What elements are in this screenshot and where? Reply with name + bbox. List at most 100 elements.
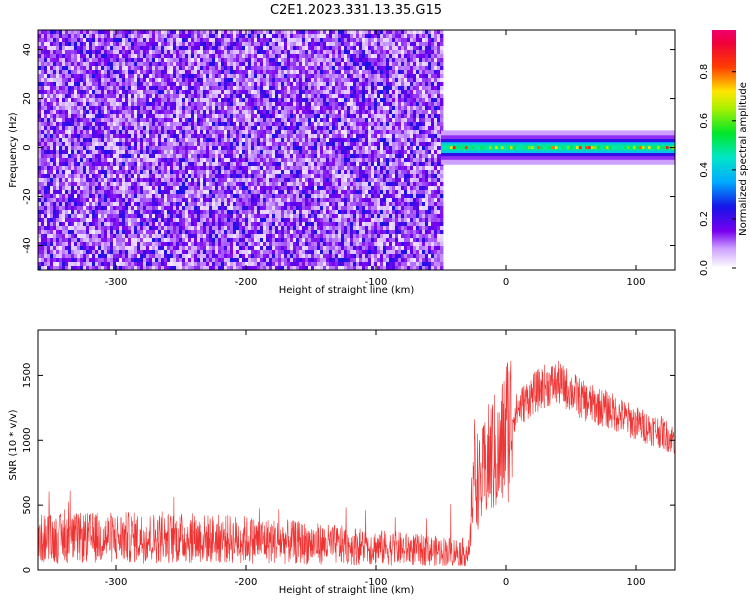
- heatmap-cell: [179, 198, 183, 203]
- heatmap-cell: [62, 82, 66, 87]
- heatmap-cell: [176, 262, 180, 267]
- heatmap-cell: [179, 194, 183, 199]
- heatmap-cell: [161, 230, 165, 235]
- heatmap-cell: [149, 50, 153, 55]
- heatmap-cell: [113, 262, 117, 267]
- heatmap-cell: [98, 234, 102, 239]
- heatmap-cell: [89, 106, 93, 111]
- heatmap-cell: [191, 34, 195, 39]
- heatmap-cell: [137, 106, 141, 111]
- heatmap-cell: [215, 162, 219, 167]
- heatmap-cell: [194, 130, 198, 135]
- heatmap-cell: [74, 218, 78, 223]
- heatmap-cell: [266, 254, 270, 259]
- heatmap-cell: [101, 170, 105, 175]
- heatmap-cell: [182, 82, 186, 87]
- heatmap-cell: [254, 70, 258, 75]
- heatmap-cell: [230, 190, 234, 195]
- heatmap-cell: [245, 78, 249, 83]
- heatmap-cell: [107, 214, 111, 219]
- heatmap-cell: [257, 194, 261, 199]
- heatmap-cell: [155, 250, 159, 255]
- heatmap-cell: [77, 90, 81, 95]
- heatmap-cell: [257, 254, 261, 259]
- heatmap-cell: [158, 174, 162, 179]
- heatmap-cell: [95, 222, 99, 227]
- heatmap-cell: [197, 126, 201, 131]
- heatmap-cell: [206, 114, 210, 119]
- heatmap-cell: [236, 258, 240, 263]
- heatmap-cell: [119, 150, 123, 155]
- heatmap-cell: [125, 170, 129, 175]
- heatmap-cell: [200, 94, 204, 99]
- heatmap-cell: [257, 170, 261, 175]
- heatmap-cell: [236, 262, 240, 267]
- heatmap-cell: [95, 78, 99, 83]
- heatmap-cell: [188, 42, 192, 47]
- heatmap-cell: [248, 126, 252, 131]
- heatmap-cell: [242, 158, 246, 163]
- heatmap-cell: [44, 122, 48, 127]
- heatmap-cell: [65, 70, 69, 75]
- heatmap-cell: [245, 122, 249, 127]
- heatmap-cell: [194, 150, 198, 155]
- heatmap-cell: [143, 38, 147, 43]
- heatmap-cell: [251, 106, 255, 111]
- heatmap-cell: [194, 78, 198, 83]
- heatmap-cell: [197, 154, 201, 159]
- heatmap-cell: [65, 158, 69, 163]
- heatmap-cell: [254, 74, 258, 79]
- heatmap-cell: [68, 186, 72, 191]
- heatmap-cell: [146, 242, 150, 247]
- heatmap-cell: [227, 90, 231, 95]
- heatmap-cell: [53, 246, 57, 251]
- heatmap-cell: [215, 266, 219, 271]
- heatmap-cell: [119, 50, 123, 55]
- heatmap-cell: [254, 138, 258, 143]
- heatmap-cell: [92, 154, 96, 159]
- heatmap-cell: [212, 86, 216, 91]
- heatmap-cell: [128, 106, 132, 111]
- heatmap-cell: [113, 74, 117, 79]
- heatmap-cell: [218, 262, 222, 267]
- heatmap-cell: [134, 150, 138, 155]
- heatmap-cell: [119, 34, 123, 39]
- heatmap-cell: [218, 82, 222, 87]
- heatmap-cell: [248, 174, 252, 179]
- heatmap-cell: [263, 258, 267, 263]
- heatmap-cell: [242, 194, 246, 199]
- heatmap-cell: [233, 254, 237, 259]
- heatmap-cell: [245, 222, 249, 227]
- heatmap-cell: [143, 102, 147, 107]
- heatmap-cell: [251, 54, 255, 59]
- heatmap-cell: [98, 174, 102, 179]
- heatmap-cell: [59, 234, 63, 239]
- heatmap-cell: [260, 166, 264, 171]
- heatmap-cell: [269, 214, 273, 219]
- heatmap-cell: [110, 174, 114, 179]
- heatmap-cell: [65, 110, 69, 115]
- heatmap-cell: [68, 78, 72, 83]
- heatmap-cell: [149, 102, 153, 107]
- heatmap-cell: [98, 258, 102, 263]
- heatmap-cell: [161, 74, 165, 79]
- heatmap-cell: [155, 154, 159, 159]
- heatmap-cell: [185, 190, 189, 195]
- heatmap-cell: [89, 42, 93, 47]
- heatmap-cell: [164, 42, 168, 47]
- heatmap-cell: [77, 210, 81, 215]
- heatmap-cell: [254, 62, 258, 67]
- heatmap-cell: [269, 258, 273, 263]
- heatmap-cell: [149, 106, 153, 111]
- heatmap-cell: [95, 242, 99, 247]
- heatmap-cell: [152, 182, 156, 187]
- heatmap-cell: [92, 114, 96, 119]
- heatmap-cell: [239, 122, 243, 127]
- heatmap-cell: [167, 154, 171, 159]
- heatmap-cell: [44, 170, 48, 175]
- heatmap-cell: [149, 90, 153, 95]
- heatmap-cell: [128, 246, 132, 251]
- heatmap-cell: [62, 258, 66, 263]
- heatmap-cell: [65, 182, 69, 187]
- heatmap-cell: [182, 126, 186, 131]
